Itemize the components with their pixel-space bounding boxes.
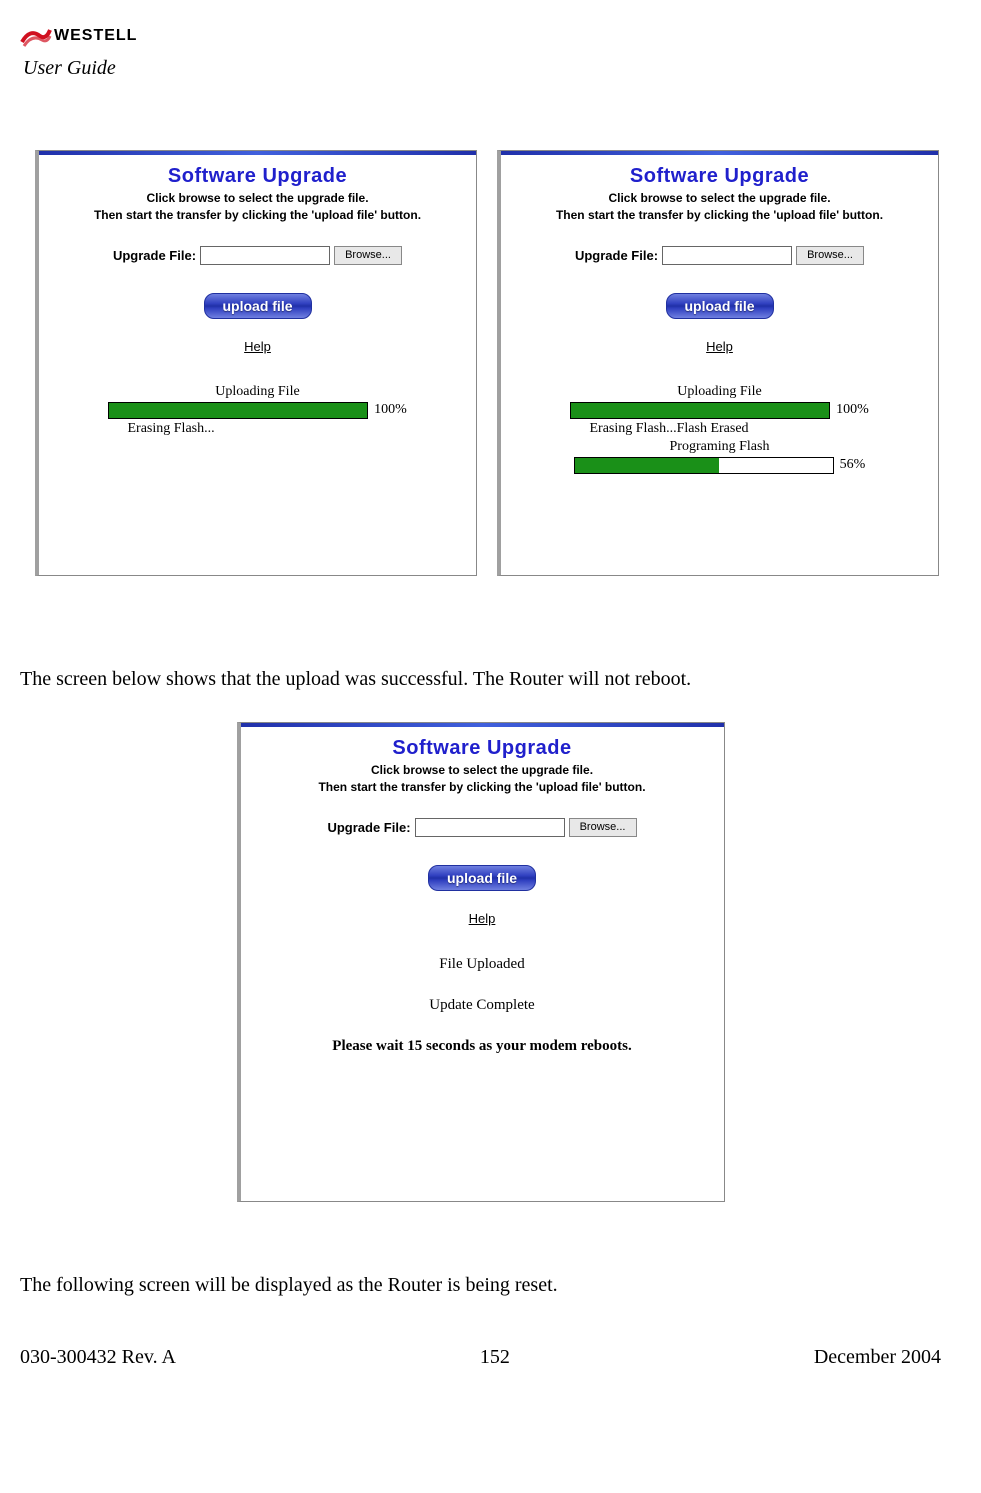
- upload-file-button[interactable]: upload file: [666, 293, 774, 319]
- page-header: WESTELL: [20, 20, 941, 52]
- panel-subtitle: Click browse to select the upgrade file.…: [241, 762, 724, 796]
- brand-logo: WESTELL: [20, 20, 137, 52]
- panel-title: Software Upgrade: [39, 165, 476, 188]
- reboot-wait-text: Please wait 15 seconds as your modem reb…: [241, 1038, 724, 1055]
- upgrade-file-input[interactable]: [200, 246, 330, 265]
- screenshot-panel-programming: Software Upgrade Click browse to select …: [497, 150, 939, 576]
- flash-erased-text: Erasing Flash...Flash Erased: [590, 421, 850, 437]
- brand-name: WESTELL: [54, 27, 137, 45]
- panel-subtitle: Click browse to select the upgrade file.…: [39, 190, 476, 224]
- westell-swoosh-icon: [20, 20, 52, 52]
- subtitle-line-2: Then start the transfer by clicking the …: [318, 780, 645, 794]
- screenshot-row-top: Software Upgrade Click browse to select …: [35, 150, 941, 576]
- help-link[interactable]: Help: [241, 911, 724, 926]
- subtitle-line-1: Click browse to select the upgrade file.: [146, 191, 368, 205]
- subtitle-line-1: Click browse to select the upgrade file.: [608, 191, 830, 205]
- file-uploaded-text: File Uploaded: [241, 956, 724, 973]
- upload-progress-bar: [570, 402, 830, 419]
- upload-file-button[interactable]: upload file: [204, 293, 312, 319]
- upgrade-file-input[interactable]: [415, 818, 565, 837]
- progress-label-upload: Uploading File: [39, 384, 476, 400]
- progress-label-upload: Uploading File: [501, 384, 938, 400]
- screenshot-panel-complete: Software Upgrade Click browse to select …: [237, 722, 725, 1202]
- subtitle-line-2: Then start the transfer by clicking the …: [556, 208, 883, 222]
- subtitle-line-2: Then start the transfer by clicking the …: [94, 208, 421, 222]
- upgrade-file-row: Upgrade File: Browse...: [39, 246, 476, 265]
- update-complete-text: Update Complete: [241, 997, 724, 1014]
- browse-button[interactable]: Browse...: [334, 246, 402, 265]
- footer-page-number: 152: [480, 1346, 510, 1369]
- screenshot-panel-uploading: Software Upgrade Click browse to select …: [35, 150, 477, 576]
- upgrade-file-input[interactable]: [662, 246, 792, 265]
- panel-title: Software Upgrade: [501, 165, 938, 188]
- upload-progress-pct: 100%: [836, 402, 869, 418]
- browse-button[interactable]: Browse...: [569, 818, 637, 837]
- upgrade-file-row: Upgrade File: Browse...: [241, 818, 724, 837]
- body-paragraph-2: The following screen will be displayed a…: [20, 1272, 941, 1298]
- upload-progress-pct: 100%: [374, 402, 407, 418]
- erasing-flash-text: Erasing Flash...: [128, 421, 388, 437]
- page-footer: 030-300432 Rev. A 152 December 2004: [20, 1338, 941, 1369]
- panel-subtitle: Click browse to select the upgrade file.…: [501, 190, 938, 224]
- upgrade-file-label: Upgrade File:: [113, 248, 196, 263]
- program-progress-pct: 56%: [840, 457, 866, 473]
- upgrade-file-label: Upgrade File:: [327, 820, 410, 835]
- program-progress-bar: [574, 457, 834, 474]
- help-link[interactable]: Help: [39, 339, 476, 354]
- browse-button[interactable]: Browse...: [796, 246, 864, 265]
- panel-title: Software Upgrade: [241, 737, 724, 760]
- body-paragraph-1: The screen below shows that the upload w…: [20, 666, 941, 692]
- upload-progress-bar: [108, 402, 368, 419]
- upload-file-button[interactable]: upload file: [428, 865, 536, 891]
- user-guide-label: User Guide: [23, 57, 941, 80]
- upgrade-file-label: Upgrade File:: [575, 248, 658, 263]
- help-link[interactable]: Help: [501, 339, 938, 354]
- footer-rev: 030-300432 Rev. A: [20, 1346, 176, 1369]
- footer-date: December 2004: [814, 1346, 941, 1369]
- progress-label-program: Programing Flash: [501, 439, 938, 455]
- upgrade-file-row: Upgrade File: Browse...: [501, 246, 938, 265]
- subtitle-line-1: Click browse to select the upgrade file.: [371, 763, 593, 777]
